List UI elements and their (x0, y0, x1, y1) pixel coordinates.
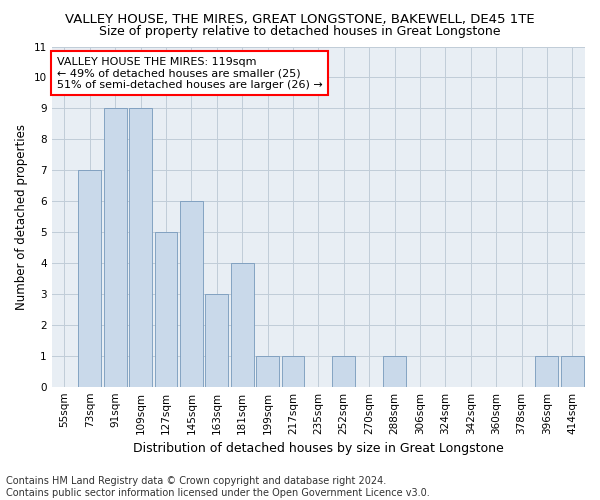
Bar (180, 201, 203, 386)
Bar (281, 356, 304, 386)
Bar (535, 356, 559, 386)
Bar (332, 356, 355, 386)
Bar (231, 263, 254, 386)
Text: Contains HM Land Registry data © Crown copyright and database right 2024.
Contai: Contains HM Land Registry data © Crown c… (6, 476, 430, 498)
Bar (129, 108, 152, 386)
Bar (256, 356, 279, 386)
Bar (104, 108, 127, 386)
Text: VALLEY HOUSE THE MIRES: 119sqm
← 49% of detached houses are smaller (25)
51% of : VALLEY HOUSE THE MIRES: 119sqm ← 49% of … (57, 56, 323, 90)
Y-axis label: Number of detached properties: Number of detached properties (15, 124, 28, 310)
Text: Size of property relative to detached houses in Great Longstone: Size of property relative to detached ho… (99, 25, 501, 38)
Bar (205, 294, 228, 386)
Bar (561, 356, 584, 386)
Bar (79, 170, 101, 386)
Bar (383, 356, 406, 386)
X-axis label: Distribution of detached houses by size in Great Longstone: Distribution of detached houses by size … (133, 442, 504, 455)
Bar (155, 232, 178, 386)
Text: VALLEY HOUSE, THE MIRES, GREAT LONGSTONE, BAKEWELL, DE45 1TE: VALLEY HOUSE, THE MIRES, GREAT LONGSTONE… (65, 12, 535, 26)
